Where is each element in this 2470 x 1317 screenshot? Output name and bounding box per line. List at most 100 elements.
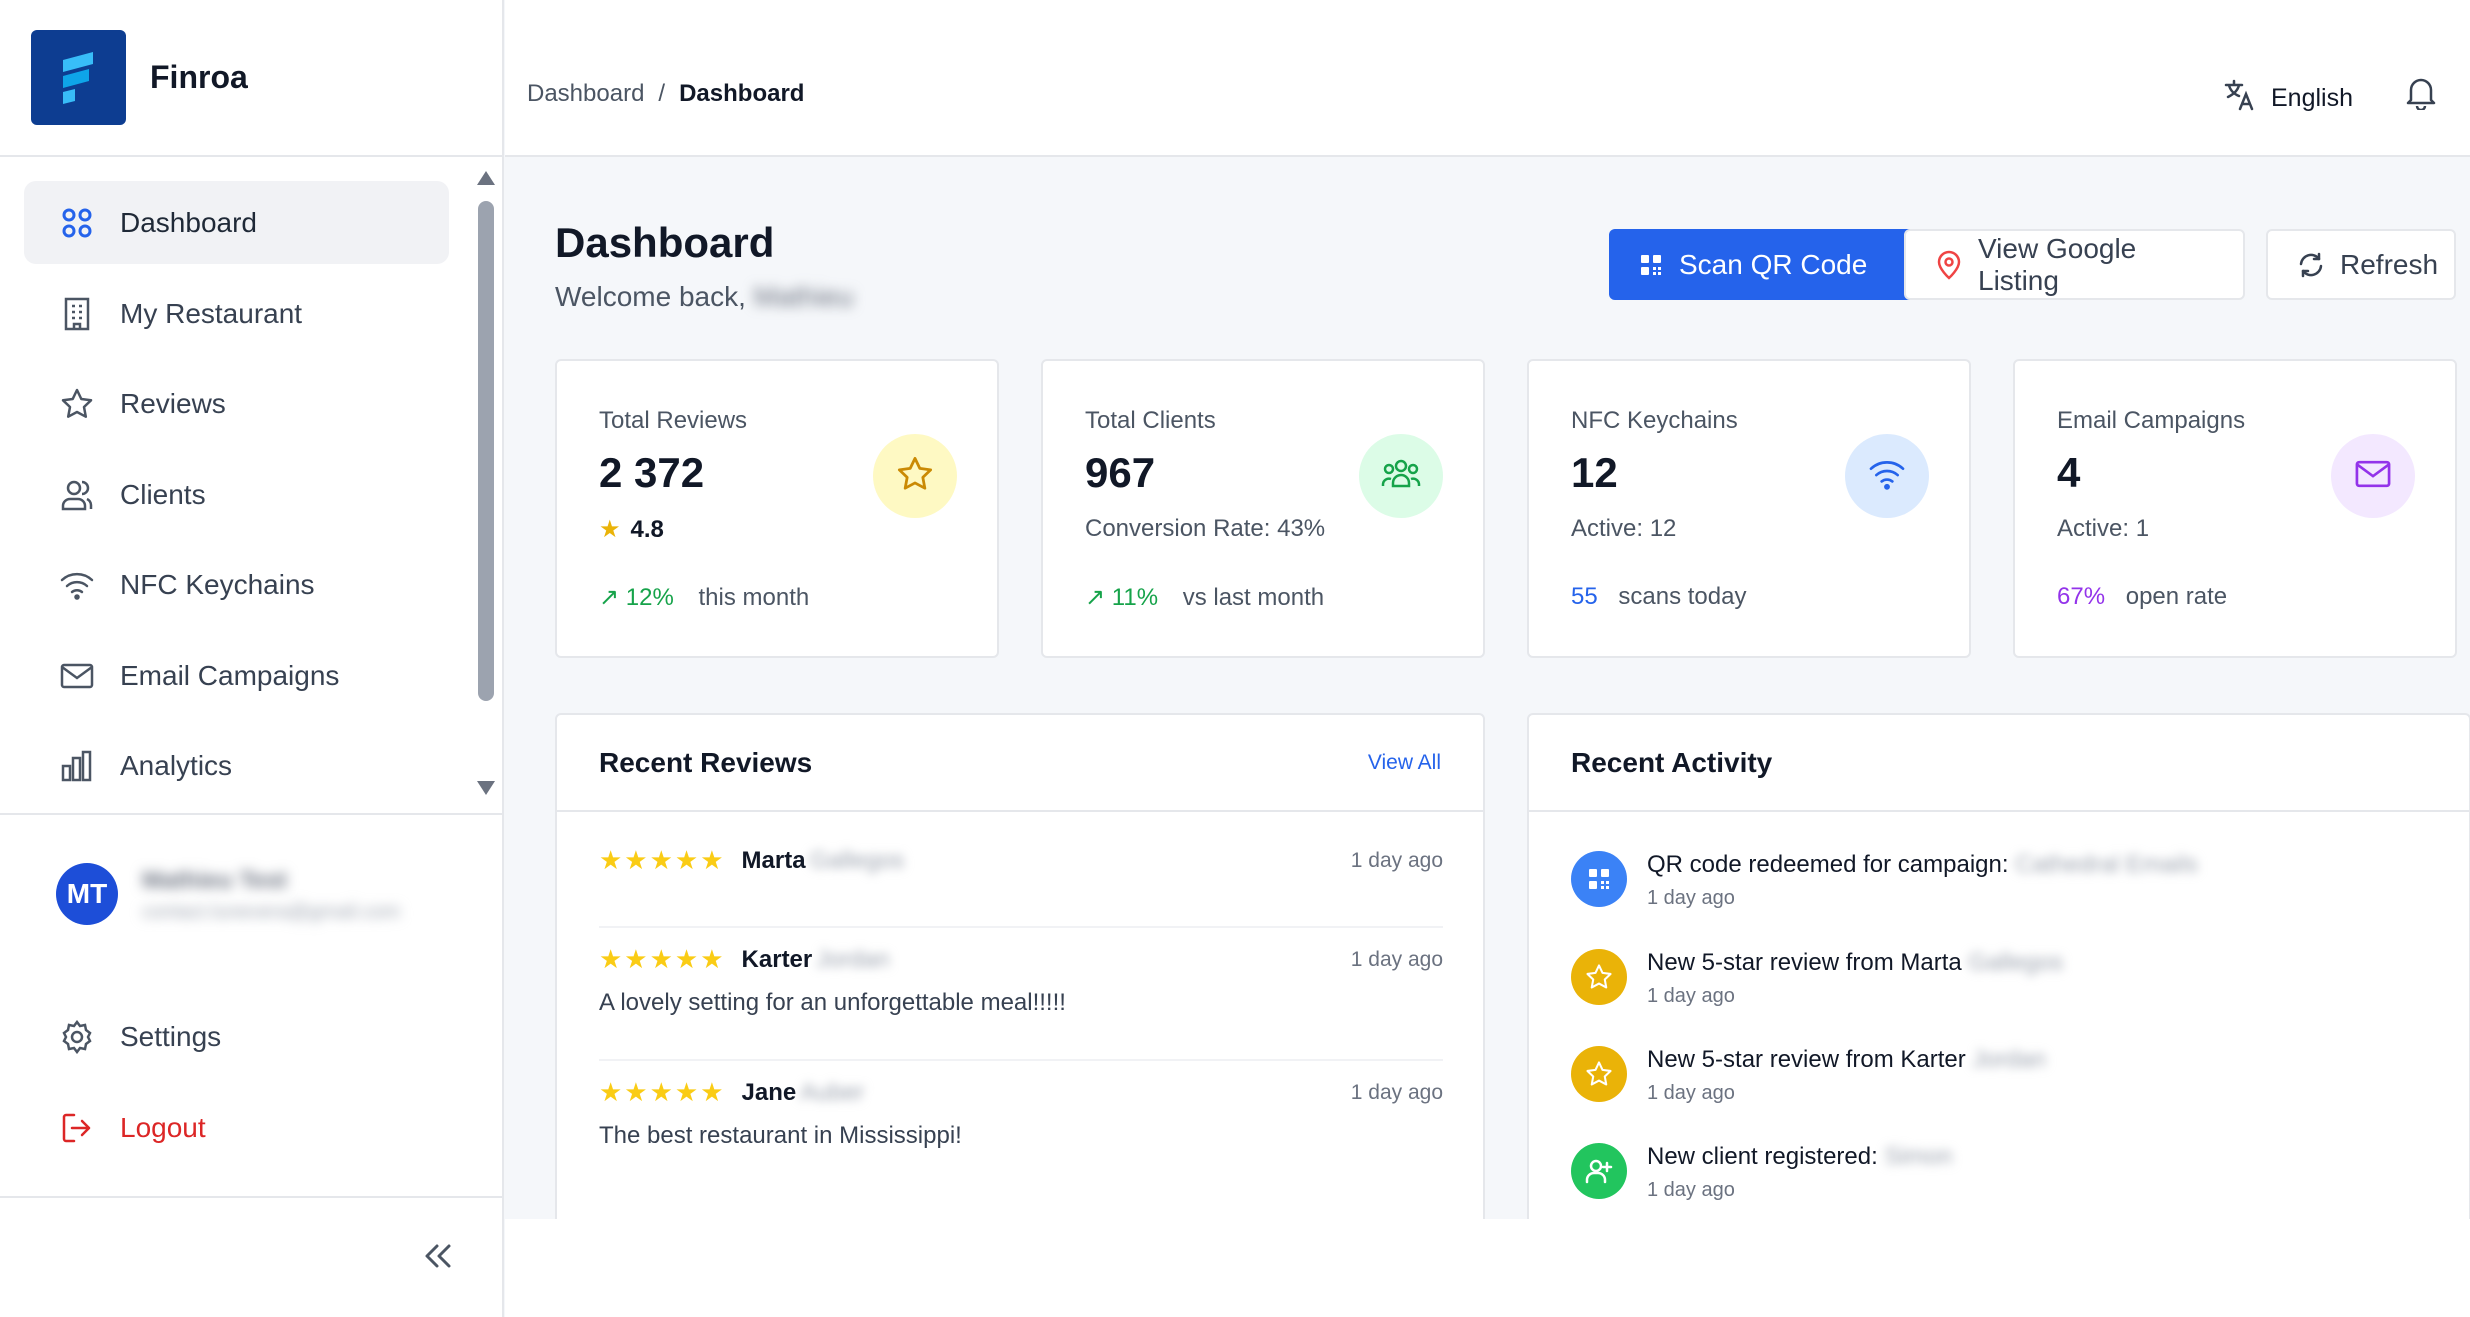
language-label: English [2271,84,2353,112]
settings-label: Settings [120,1020,222,1052]
activity-item: New client registered: Simon 1 day ago [1571,1143,1952,1202]
welcome-prefix: Welcome back, [555,281,746,312]
review-item[interactable]: ★★★★★ Jane Auber 1 day ago The best rest… [599,1077,1443,1150]
user-plus-icon [1571,1143,1627,1199]
star-icon: ★ [599,516,621,543]
star-icon [58,385,96,423]
user-email: contact.lunevera@gmail.com [142,901,401,923]
trend-text: this month [698,584,810,611]
trend-text: open rate [2125,583,2228,610]
collapse-sidebar-button[interactable] [420,1238,460,1278]
user-profile[interactable]: MT Mathieu Test contact.lunevera@gmail.c… [0,813,504,983]
sidebar-item-clients[interactable]: Clients [24,453,449,536]
sidebar-item-label: Analytics [120,749,233,781]
star-rating: ★★★★★ [599,845,726,875]
stat-trend: 55 scans today [1571,583,1746,611]
star-icon [1571,949,1627,1005]
activity-text: New 5-star review from Karter Jordan [1647,1046,2046,1074]
reviewer-surname: Auber [800,1078,865,1106]
view-google-listing-button[interactable]: View Google Listing [1904,229,2245,300]
sidebar-footer [0,1196,504,1317]
activity-message: New 5-star review from Karter [1647,1046,1966,1073]
refresh-icon [2298,252,2324,278]
refresh-button[interactable]: Refresh [2266,229,2456,300]
stat-trend: ↗ 11% vs last month [1085,583,1324,612]
review-text: A lovely setting for an unforgettable me… [599,989,1066,1016]
stat-value: 2 372 [599,449,705,496]
stat-label: Total Reviews [599,407,748,434]
activity-item: QR code redeemed for campaign: Cathedral… [1571,851,2198,910]
scroll-down-arrow-icon[interactable] [477,781,495,795]
panel-header: Recent Reviews View All [557,715,1483,812]
stat-label: NFC Keychains [1571,407,1738,434]
stat-icon-badge [2331,434,2415,518]
sidebar-item-settings[interactable]: Settings [24,995,449,1078]
divider [599,926,1443,928]
star-icon [1571,1046,1627,1102]
trend-value: ↗ 11% [1085,584,1159,611]
stat-icon-badge [1845,434,1929,518]
mail-icon [58,657,96,695]
activity-item: New 5-star review from Karter Jordan 1 d… [1571,1046,2046,1105]
view-all-link[interactable]: View All [1367,750,1441,774]
translate-icon [2223,78,2257,119]
avatar[interactable]: MT [56,863,118,925]
scrollbar-thumb[interactable] [478,201,494,701]
breadcrumb: Dashboard / Dashboard [527,80,804,108]
qr-icon [1639,253,1663,277]
activity-item: New 5-star review from Marta Gallegos 1 … [1571,949,2063,1008]
sidebar-item-label: Clients [120,478,206,510]
trend-value: 67% [2057,583,2106,610]
reviewer-surname: Jordan [816,945,890,973]
trend-value: 55 [1571,583,1598,610]
stat-trend: ↗ 12% this month [599,583,809,612]
scroll-up-arrow-icon[interactable] [477,171,495,185]
sidebar-item-my-restaurant[interactable]: My Restaurant [24,272,449,355]
activity-date: 1 day ago [1647,985,1735,1007]
divider [599,1059,1443,1061]
sidebar-item-analytics[interactable]: Analytics [24,724,449,807]
logout-icon [58,1109,96,1147]
sidebar-item-reviews[interactable]: Reviews [24,362,449,445]
sidebar-scrollbar[interactable] [476,165,496,805]
sidebar-item-nfc-keychains[interactable]: NFC Keychains [24,543,449,626]
review-text: The best restaurant in Mississippi! [599,1122,962,1149]
review-item[interactable]: ★★★★★ Karter Jordan 1 day ago A lovely s… [599,944,1443,1017]
panel-title: Recent Reviews [599,746,813,778]
activity-message: New 5-star review from Marta [1647,949,1962,976]
stat-trend: 67% open rate [2057,583,2227,611]
app-logo[interactable] [31,30,126,125]
stat-sub: Conversion Rate: 43% [1085,515,1326,542]
page-title: Dashboard [555,219,775,266]
sidebar-item-dashboard[interactable]: Dashboard [24,181,449,264]
review-date: 1 day ago [1350,1080,1443,1104]
sidebar-item-logout[interactable]: Logout [24,1086,449,1169]
user-info: Mathieu Test contact.lunevera@gmail.com [142,867,400,924]
stat-value: 12 [1571,449,1618,496]
notifications-button[interactable] [2405,76,2437,115]
stat-card-email-campaigns: Email Campaigns 4 Active: 1 67% open rat… [2013,359,2457,658]
activity-text: New 5-star review from Marta Gallegos [1647,949,2063,977]
main-content: Dashboard Welcome back, Mathieu Scan QR … [505,159,2470,1223]
language-selector[interactable]: English [2223,78,2353,119]
page-footer-area [505,1219,2470,1317]
stat-icon-badge [1359,434,1443,518]
reviewer-name: Jane [741,1078,797,1106]
breadcrumb-link[interactable]: Dashboard [527,80,645,107]
stat-sub: Active: 1 [2057,515,2150,542]
users-icon [1381,456,1421,497]
trend-value: ↗ 12% [599,584,674,611]
bar-chart-icon [58,747,96,785]
review-date: 1 day ago [1350,947,1443,971]
logout-label: Logout [120,1111,206,1143]
qr-icon [1571,851,1627,907]
sidebar-item-email-campaigns[interactable]: Email Campaigns [24,634,449,717]
scan-qr-button[interactable]: Scan QR Code [1609,229,1927,300]
star-rating: ★★★★★ [599,1077,726,1107]
review-item[interactable]: ★★★★★ Marta Gallegos 1 day ago [599,845,1443,876]
activity-message: QR code redeemed for campaign: [1647,851,2009,878]
stat-label: Email Campaigns [2057,407,2246,434]
sidebar-nav: Dashboard My Restaurant Reviews Clients … [0,157,504,813]
review-date: 1 day ago [1350,848,1443,872]
stat-sub: Active: 12 [1571,515,1677,542]
